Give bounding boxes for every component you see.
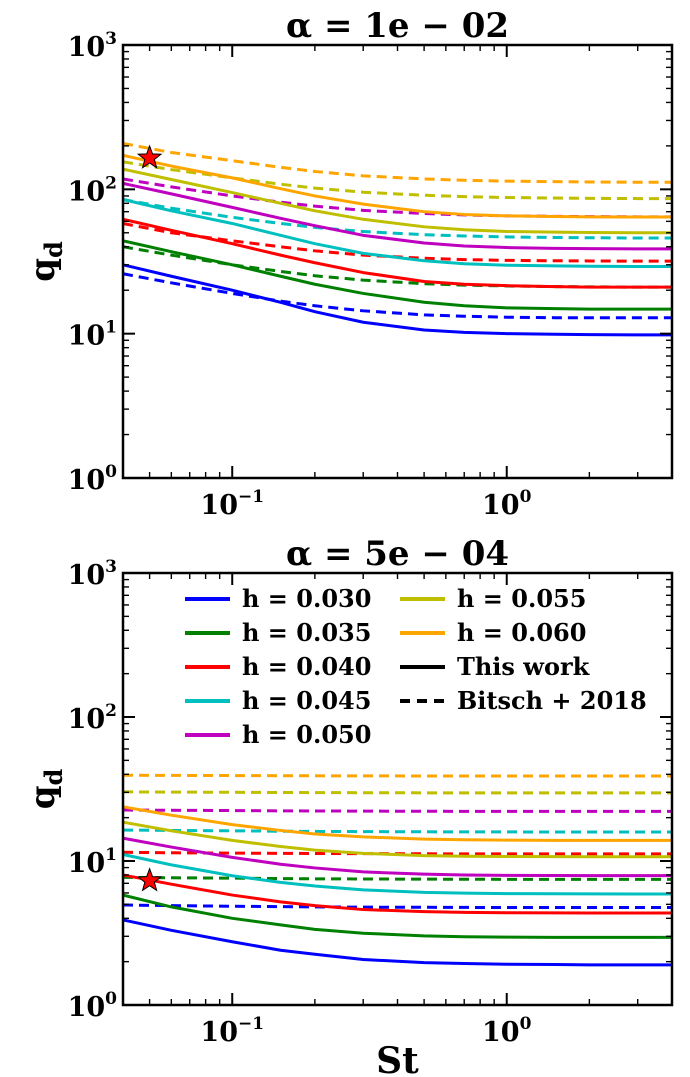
legend-label: h = 0.055 bbox=[457, 584, 586, 613]
legend-label: Bitsch + 2018 bbox=[457, 686, 647, 715]
star-marker bbox=[136, 144, 163, 169]
y-tick-label: 100 bbox=[68, 989, 118, 1023]
legend-label: h = 0.060 bbox=[457, 618, 586, 647]
series-line-0050-solid bbox=[122, 181, 672, 251]
series-line-0055-solid bbox=[122, 167, 672, 235]
star-marker bbox=[136, 867, 163, 892]
series-line-0055-dashed bbox=[122, 160, 673, 201]
series-line-0040-dashed bbox=[122, 850, 672, 856]
y-tick-label: 100 bbox=[68, 462, 118, 496]
series-line-0050-dashed bbox=[122, 808, 672, 813]
chart-panel-1: 100 101 102 103 10−1 100 α = 1e − 02 qd bbox=[23, 6, 674, 521]
y-axis-label: qd bbox=[23, 769, 68, 810]
y-axis-label: qd bbox=[23, 241, 68, 282]
x-tick-label: 10−1 bbox=[200, 1014, 264, 1048]
legend-label: h = 0.040 bbox=[242, 652, 371, 681]
y-tick-label: 103 bbox=[68, 557, 117, 591]
series-line-0055-solid bbox=[122, 820, 672, 859]
legend: h = 0.030 h = 0.035 h = 0.040 h = 0.045 h = … bbox=[185, 584, 647, 749]
x-tick-label: 100 bbox=[482, 1014, 532, 1048]
y-tick-label: 101 bbox=[68, 318, 117, 352]
x-tick-label: 10−1 bbox=[200, 487, 264, 521]
series-line-0060-dashed bbox=[122, 773, 672, 778]
legend-label: h = 0.045 bbox=[242, 686, 371, 715]
legend-label: h = 0.035 bbox=[242, 618, 371, 647]
series-line-0035-dashed bbox=[122, 875, 672, 881]
chart-title: α = 1e − 02 bbox=[286, 6, 509, 46]
series-line-0055-dashed bbox=[122, 790, 672, 795]
chart-title: α = 5e − 04 bbox=[286, 534, 509, 574]
series-line-0040-solid bbox=[122, 873, 672, 915]
series-line-0030-dashed bbox=[122, 903, 672, 910]
y-tick-label: 102 bbox=[68, 173, 117, 207]
series-line-0050-solid bbox=[122, 836, 672, 878]
chart-panel-2: 100 101 102 103 10−1 100 α = 5e − 04 qd St h = 0.… bbox=[23, 534, 674, 1077]
series-line-0040-solid bbox=[122, 217, 672, 289]
plot-frame bbox=[121, 571, 674, 1007]
series-line-0060-solid bbox=[122, 805, 672, 842]
legend-label: This work bbox=[457, 652, 591, 681]
y-tick-label: 102 bbox=[68, 701, 117, 735]
y-tick-label: 101 bbox=[68, 845, 117, 879]
series-line-0045-solid bbox=[122, 853, 672, 896]
series-line-0045-solid bbox=[122, 198, 672, 268]
series-line-0045-dashed bbox=[122, 828, 672, 834]
series-line-0030-solid bbox=[122, 263, 672, 337]
x-axis-label: St bbox=[376, 1040, 419, 1077]
series-line-0045-dashed bbox=[122, 198, 672, 240]
series-line-0060-solid bbox=[122, 153, 672, 219]
x-tick-label: 100 bbox=[482, 487, 532, 521]
y-tick-label: 103 bbox=[68, 29, 117, 63]
series-line-0040-dashed bbox=[122, 222, 672, 263]
series-line-0030-solid bbox=[122, 918, 672, 967]
series-line-0035-solid bbox=[122, 239, 672, 311]
series-line-0030-dashed bbox=[122, 272, 672, 320]
series-line-0035-solid bbox=[122, 893, 672, 939]
series-line-0060-dashed bbox=[122, 141, 672, 184]
legend-label: h = 0.030 bbox=[242, 584, 371, 613]
legend-label: h = 0.050 bbox=[242, 720, 371, 749]
